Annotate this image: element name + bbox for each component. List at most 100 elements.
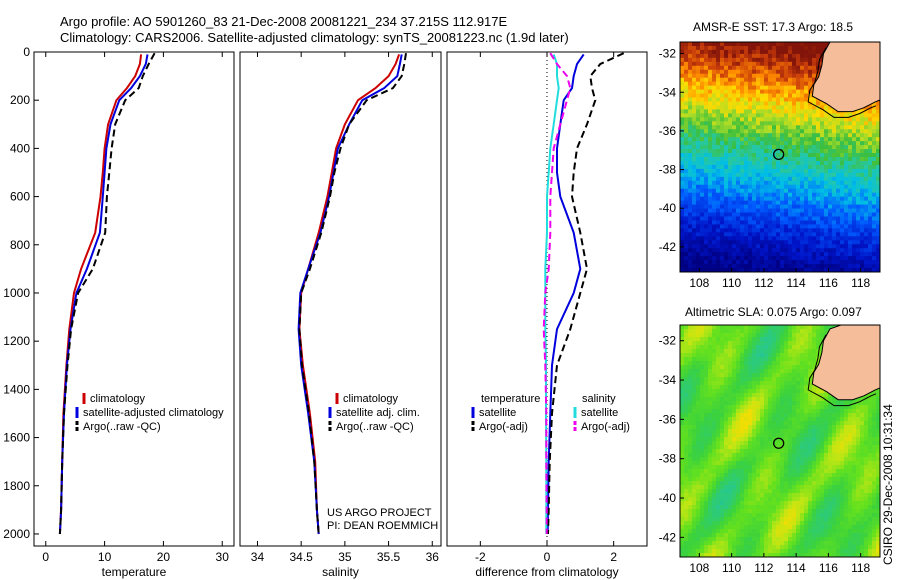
sst-map-cell	[804, 125, 809, 130]
sst-map-cell	[704, 160, 709, 166]
sla-map-cell	[752, 461, 757, 466]
sst-map-cell	[684, 172, 689, 178]
sla-map-cell	[780, 409, 785, 414]
sst-map-cell	[852, 172, 857, 178]
sla-map-cell	[708, 413, 713, 418]
sla-map-cell	[804, 453, 809, 458]
sst-map-cell	[756, 73, 761, 79]
sst-map-cell	[680, 220, 685, 225]
sla-map-cell	[720, 425, 725, 430]
sla-map-cell	[684, 389, 689, 394]
sla-map-cell	[800, 409, 805, 414]
sla-map-cell	[812, 465, 817, 470]
sst-map-cell	[764, 97, 769, 102]
sla-map-cell	[736, 369, 741, 374]
sst-map-cell	[736, 81, 741, 87]
sla-map-cell	[792, 381, 797, 386]
sla-map-cell	[796, 389, 801, 394]
sst-map-cell	[816, 228, 821, 233]
sst-map-cell	[688, 172, 693, 178]
sst-map-cell	[680, 141, 685, 146]
sla-map-cell	[852, 469, 857, 474]
sla-map-cell	[692, 393, 697, 398]
sst-map-cell	[812, 164, 817, 170]
sla-map-cell	[788, 397, 793, 402]
sst-map-cell	[808, 113, 813, 118]
sst-map-cell	[788, 208, 793, 214]
sst-map-cell	[860, 236, 865, 241]
sla-map-cell	[836, 453, 841, 458]
sla-map-cell	[824, 329, 829, 334]
sst-map-cell	[804, 141, 809, 146]
sla-map-cell	[748, 361, 753, 366]
sst-map-cell	[876, 176, 880, 182]
sla-map-cell	[720, 417, 725, 422]
sla-map-cell	[780, 365, 785, 370]
sla-map-cell	[688, 361, 693, 366]
sst-map-cell	[864, 204, 869, 210]
sst-map-cell	[692, 208, 697, 214]
sla-map-cell	[792, 433, 797, 438]
sst-map-cell	[720, 149, 725, 154]
sst-map-cell	[744, 109, 749, 114]
sst-map-cell	[712, 93, 717, 99]
sla-map-cell	[796, 397, 801, 402]
sst-map-cell	[700, 196, 705, 202]
sla-map-cell	[748, 453, 753, 458]
sst-map-cell	[736, 65, 741, 71]
sst-map-cell	[836, 141, 841, 146]
sla-map-cell	[688, 353, 693, 358]
sst-map-cell	[708, 77, 713, 83]
sst-map-cell	[700, 77, 705, 83]
sst-map-cell	[876, 212, 880, 217]
sst-map-cell	[700, 204, 705, 210]
sst-map-cell	[704, 49, 709, 55]
sla-map-cell	[776, 381, 781, 386]
sst-map-cell	[724, 252, 729, 257]
sla-map-cell	[776, 457, 781, 462]
sla-map-cell	[756, 449, 761, 454]
sst-map-cell	[716, 188, 721, 194]
sla-map-cell	[776, 329, 781, 334]
sla-map-cell	[792, 345, 797, 350]
sst-map-cell	[728, 49, 733, 55]
sst-map-cell	[784, 125, 789, 130]
sst-map-cell	[804, 129, 809, 134]
sst-map-cell	[724, 89, 729, 95]
sla-map-cell	[840, 473, 845, 478]
sla-map-cell	[772, 417, 777, 422]
sst-map-cell	[708, 260, 713, 265]
sst-map-cell	[724, 200, 729, 206]
sst-map-cell	[736, 188, 741, 194]
sst-map-cell	[716, 208, 721, 214]
sla-map-cell	[824, 433, 829, 438]
sla-map-cell	[740, 409, 745, 414]
sst-map-cell	[684, 268, 689, 272]
sla-map-cell	[748, 353, 753, 358]
sst-map-cell	[820, 212, 825, 217]
sst-map-cell	[764, 65, 769, 71]
sst-map-cell	[864, 153, 869, 158]
sla-map-cell	[844, 449, 849, 454]
sst-map-cell	[868, 228, 873, 233]
sla-map-cell	[732, 333, 737, 338]
sst-map-cell	[808, 45, 813, 51]
sst-map-cell	[780, 260, 785, 265]
sst-map-cell	[744, 216, 749, 221]
sst-map-cell	[692, 65, 697, 71]
sst-map-cell	[704, 164, 709, 170]
sst-map-cell	[840, 224, 845, 229]
sla-map-cell	[864, 421, 869, 426]
sst-map-cell	[792, 73, 797, 79]
sla-map-cell	[752, 369, 757, 374]
sst-map-cell	[848, 160, 853, 166]
sst-map-cell	[704, 61, 709, 67]
sst-map-cell	[712, 200, 717, 206]
sst-map-cell	[776, 168, 781, 174]
sst-map-cell	[768, 53, 773, 59]
sst-map-cell	[736, 141, 741, 146]
sla-map-cell	[864, 405, 869, 410]
sla-map-cell	[736, 413, 741, 418]
sst-map-cell	[788, 216, 793, 221]
sst-map-cell	[824, 184, 829, 190]
